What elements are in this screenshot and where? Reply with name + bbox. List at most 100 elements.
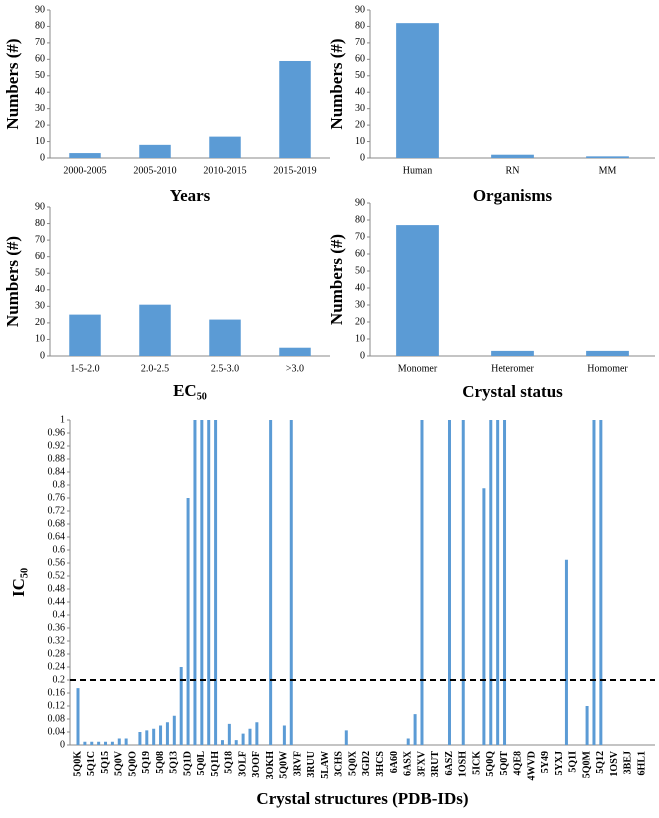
y-tick-label: 0.48 [48, 583, 66, 594]
bar [104, 741, 108, 745]
y-tick-label: 30 [355, 103, 365, 114]
x-tick-label: 1OSV [609, 750, 620, 776]
x-tick-label: 5Q08 [155, 751, 166, 774]
x-axis-title: Years [170, 186, 211, 205]
x-tick-label: 5Q13 [169, 751, 180, 774]
bar [69, 153, 101, 158]
y-tick-label: 70 [355, 37, 365, 48]
y-tick-label: 0.92 [48, 440, 66, 451]
y-tick-label: 50 [355, 70, 365, 81]
x-axis-title: Crystal status [462, 382, 563, 401]
bar [97, 741, 101, 745]
x-tick-label: 2005-2010 [133, 165, 176, 176]
y-axis-title: Numbers (#) [327, 234, 346, 325]
bar [220, 740, 224, 745]
y-tick-label: 40 [35, 87, 45, 98]
bar [90, 741, 94, 745]
x-tick-label: Heteromer [491, 363, 534, 374]
x-tick-label: 2000-2005 [63, 165, 106, 176]
y-tick-label: 10 [35, 334, 45, 345]
bar [255, 722, 259, 745]
y-tick-label: 60 [355, 248, 365, 259]
x-tick-label: 3RVF [292, 751, 303, 776]
x-axis-title: EC₅₀ [173, 381, 207, 400]
y-tick-label: 60 [35, 251, 45, 262]
bar [179, 667, 183, 745]
bar [420, 420, 424, 745]
bar [592, 420, 596, 745]
bar [599, 420, 603, 745]
x-tick-label: 5Q0O [127, 751, 138, 777]
x-tick-label: Homomer [587, 363, 628, 374]
bar [241, 733, 245, 745]
bar [396, 225, 439, 356]
bar [165, 722, 169, 745]
y-tick-label: 0.8 [53, 479, 66, 490]
bar [145, 730, 149, 745]
y-tick-label: 0 [360, 152, 365, 163]
y-tick-label: 0.24 [48, 661, 66, 672]
x-tick-label: 5Q0W [279, 751, 290, 779]
y-tick-label: 40 [35, 284, 45, 295]
bar [69, 314, 101, 356]
y-tick-label: 0.76 [48, 492, 66, 503]
y-tick-label: 50 [355, 265, 365, 276]
y-tick-label: 50 [35, 268, 45, 279]
bar [396, 23, 439, 159]
x-tick-label: Monomer [398, 363, 438, 374]
x-tick-label: 3CHS [334, 751, 345, 777]
y-tick-label: 90 [35, 4, 45, 15]
y-tick-label: 20 [355, 119, 365, 130]
y-tick-label: 0.64 [48, 531, 66, 542]
y-tick-label: 0.28 [48, 648, 66, 659]
y-axis-title: IC₅₀ [9, 568, 28, 597]
y-axis-title: Numbers (#) [3, 236, 22, 327]
y-tick-label: 10 [355, 136, 365, 147]
bar [139, 144, 171, 158]
bar [489, 420, 493, 745]
bar [139, 304, 171, 356]
bar [159, 725, 163, 745]
bar [209, 319, 241, 356]
x-tick-label: 5ICK [471, 751, 482, 775]
bar [209, 136, 241, 158]
bar [234, 740, 238, 745]
bar [406, 738, 410, 745]
x-tick-label: 5Q0Q [485, 751, 496, 777]
x-tick-label: 3RUT [430, 751, 441, 777]
x-tick-label: 3RUU [306, 751, 317, 778]
bar [186, 498, 190, 745]
y-tick-label: 1 [60, 414, 65, 425]
x-tick-label: 5Q1C [86, 751, 97, 776]
y-tick-label: 0 [60, 739, 65, 750]
y-tick-label: 30 [355, 299, 365, 310]
y-tick-label: 60 [355, 54, 365, 65]
bar [279, 347, 311, 356]
x-tick-label: RN [506, 165, 520, 176]
y-tick-label: 20 [35, 119, 45, 130]
y-tick-label: 90 [355, 197, 365, 208]
x-tick-label: 5Q1D [182, 751, 193, 776]
x-tick-label: 6ASZ [444, 751, 455, 776]
bar [503, 420, 507, 745]
x-tick-label: 5Q1I [568, 751, 579, 773]
y-tick-label: 70 [35, 37, 45, 48]
bar [447, 420, 451, 745]
y-tick-label: 70 [355, 231, 365, 242]
y-tick-label: 20 [35, 317, 45, 328]
x-tick-label: 3OLF [237, 751, 248, 777]
bar [482, 488, 486, 745]
x-tick-label: 6HL1 [636, 751, 647, 775]
x-tick-label: 5Q0K [72, 751, 83, 777]
y-tick-label: 90 [35, 201, 45, 212]
bar [248, 728, 252, 745]
bar [496, 420, 500, 745]
x-axis-title: Crystal structures (PDB-IDs) [256, 789, 468, 808]
y-axis-title: Numbers (#) [3, 38, 22, 129]
x-tick-label: Human [403, 165, 432, 176]
y-tick-label: 10 [35, 136, 45, 147]
x-tick-label: 3FXV [416, 750, 427, 776]
x-tick-label: MM [599, 165, 617, 176]
y-tick-label: 0.72 [48, 505, 66, 516]
x-tick-label: 1OSH [458, 751, 469, 777]
